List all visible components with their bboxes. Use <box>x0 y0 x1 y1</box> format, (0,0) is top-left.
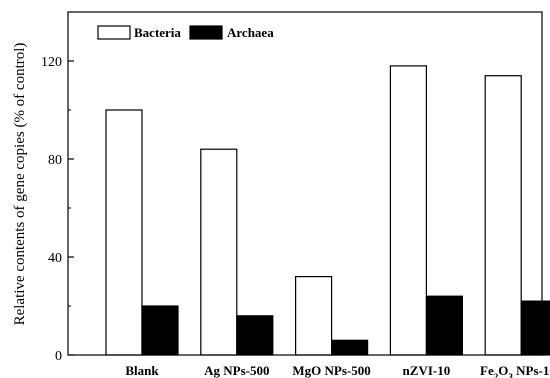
bar-archaea-4 <box>425 295 463 356</box>
legend-label-bacteria: Bacteria <box>134 25 181 40</box>
bar-archaea-5 <box>520 300 550 356</box>
plot-frame <box>67 11 543 356</box>
x-tick-label-5: Fe2O3 NPs-100 <box>480 363 550 378</box>
bar-bacteria-5 <box>484 75 522 356</box>
bar-bacteria-4 <box>389 65 427 356</box>
bar-bacteria-2 <box>200 148 238 356</box>
x-tick-label-3: MgO NPs-500 <box>292 363 370 378</box>
y-axis-label: Relative contents of gene copies (% of c… <box>12 43 28 326</box>
x-tick-label-4: nZVI-10 <box>403 363 451 378</box>
bar-archaea-1 <box>141 305 179 356</box>
bar-archaea-2 <box>236 315 274 356</box>
x-axis: Blank Ag NPs-500 MgO NPs-500 nZVI-10 Fe2O3 N… <box>125 363 550 378</box>
x-tick-label-2: Ag NPs-500 <box>204 363 269 378</box>
bar-bacteria-3 <box>295 276 333 356</box>
y-tick-label-40: 40 <box>48 251 62 266</box>
x-tick-label-1: Blank <box>125 363 159 378</box>
y-axis: 0 40 80 120 <box>41 55 74 364</box>
legend: Bacteria Archaea <box>97 25 274 40</box>
legend-swatch-archaea <box>189 25 223 40</box>
bar-bacteria-1 <box>105 109 143 356</box>
y-tick-label-0: 0 <box>55 349 62 364</box>
bars-group <box>105 65 550 356</box>
y-tick-label-80: 80 <box>48 153 62 168</box>
legend-swatch-bacteria <box>97 25 131 40</box>
legend-label-archaea: Archaea <box>227 25 274 40</box>
y-tick-label-120: 120 <box>41 55 62 70</box>
bar-archaea-3 <box>331 339 369 356</box>
